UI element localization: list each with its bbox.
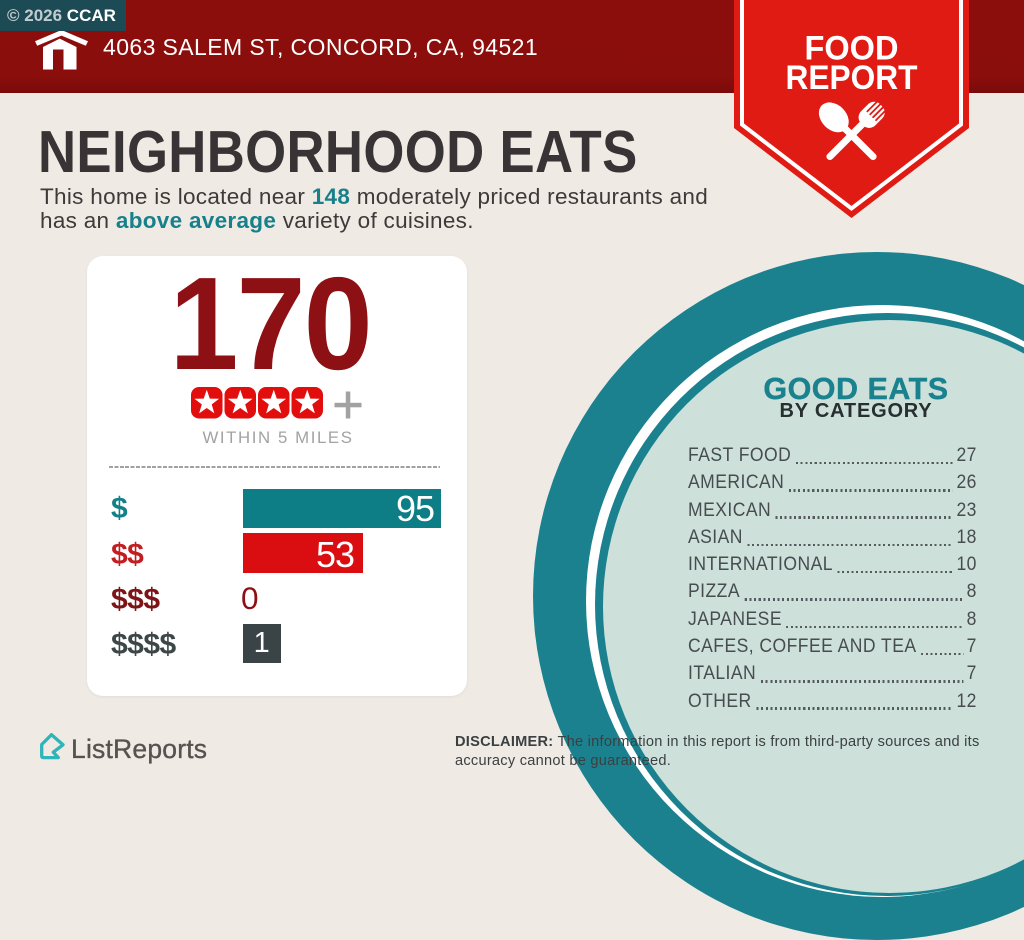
svg-text:FOOD: FOOD: [805, 30, 899, 68]
svg-text:REPORT: REPORT: [786, 59, 918, 97]
